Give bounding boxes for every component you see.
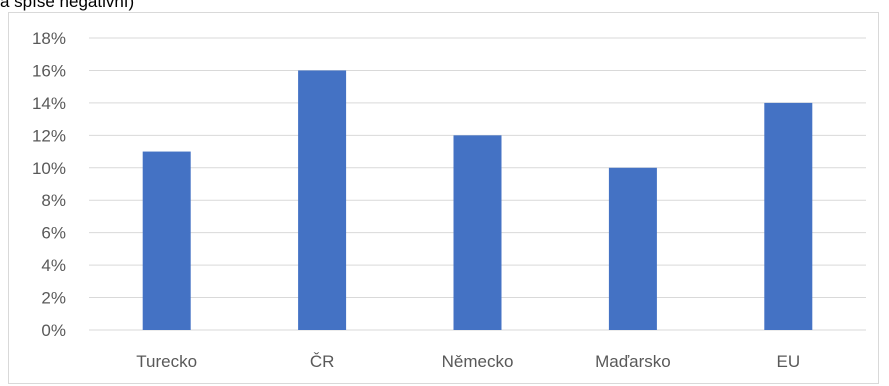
y-tick-label-18: 18% [32, 29, 66, 48]
bar-EU [764, 102, 813, 330]
x-axis-labels: Turecko ČR Německo Maďarsko EU [136, 352, 800, 371]
y-tick-label-10: 10% [32, 159, 66, 178]
bars [142, 70, 813, 330]
y-tick-label-16: 16% [32, 61, 66, 80]
y-tick-label-4: 4% [41, 256, 66, 275]
x-tick-label-Turecko: Turecko [136, 352, 197, 371]
y-tick-label-12: 12% [32, 126, 66, 145]
y-tick-label-0: 0% [41, 321, 66, 340]
y-tick-label-6: 6% [41, 224, 66, 243]
x-tick-label-Německo: Německo [442, 352, 514, 371]
bar-ČR [298, 70, 347, 330]
y-axis-labels: 0% 2% 4% 6% 8% 10% 12% 14% 16% 18% [32, 29, 66, 340]
y-tick-label-2: 2% [41, 289, 66, 308]
bar-Německo [453, 135, 502, 330]
bar-Turecko [142, 151, 191, 330]
x-tick-label-EU: EU [776, 352, 800, 371]
y-tick-label-8: 8% [41, 191, 66, 210]
x-tick-label-ČR: ČR [310, 352, 335, 371]
header-fragment: a spíše negativní) [0, 0, 135, 11]
bar-Maďarsko [608, 167, 657, 330]
x-tick-label-Maďarsko: Maďarsko [595, 352, 671, 371]
y-tick-label-14: 14% [32, 94, 66, 113]
